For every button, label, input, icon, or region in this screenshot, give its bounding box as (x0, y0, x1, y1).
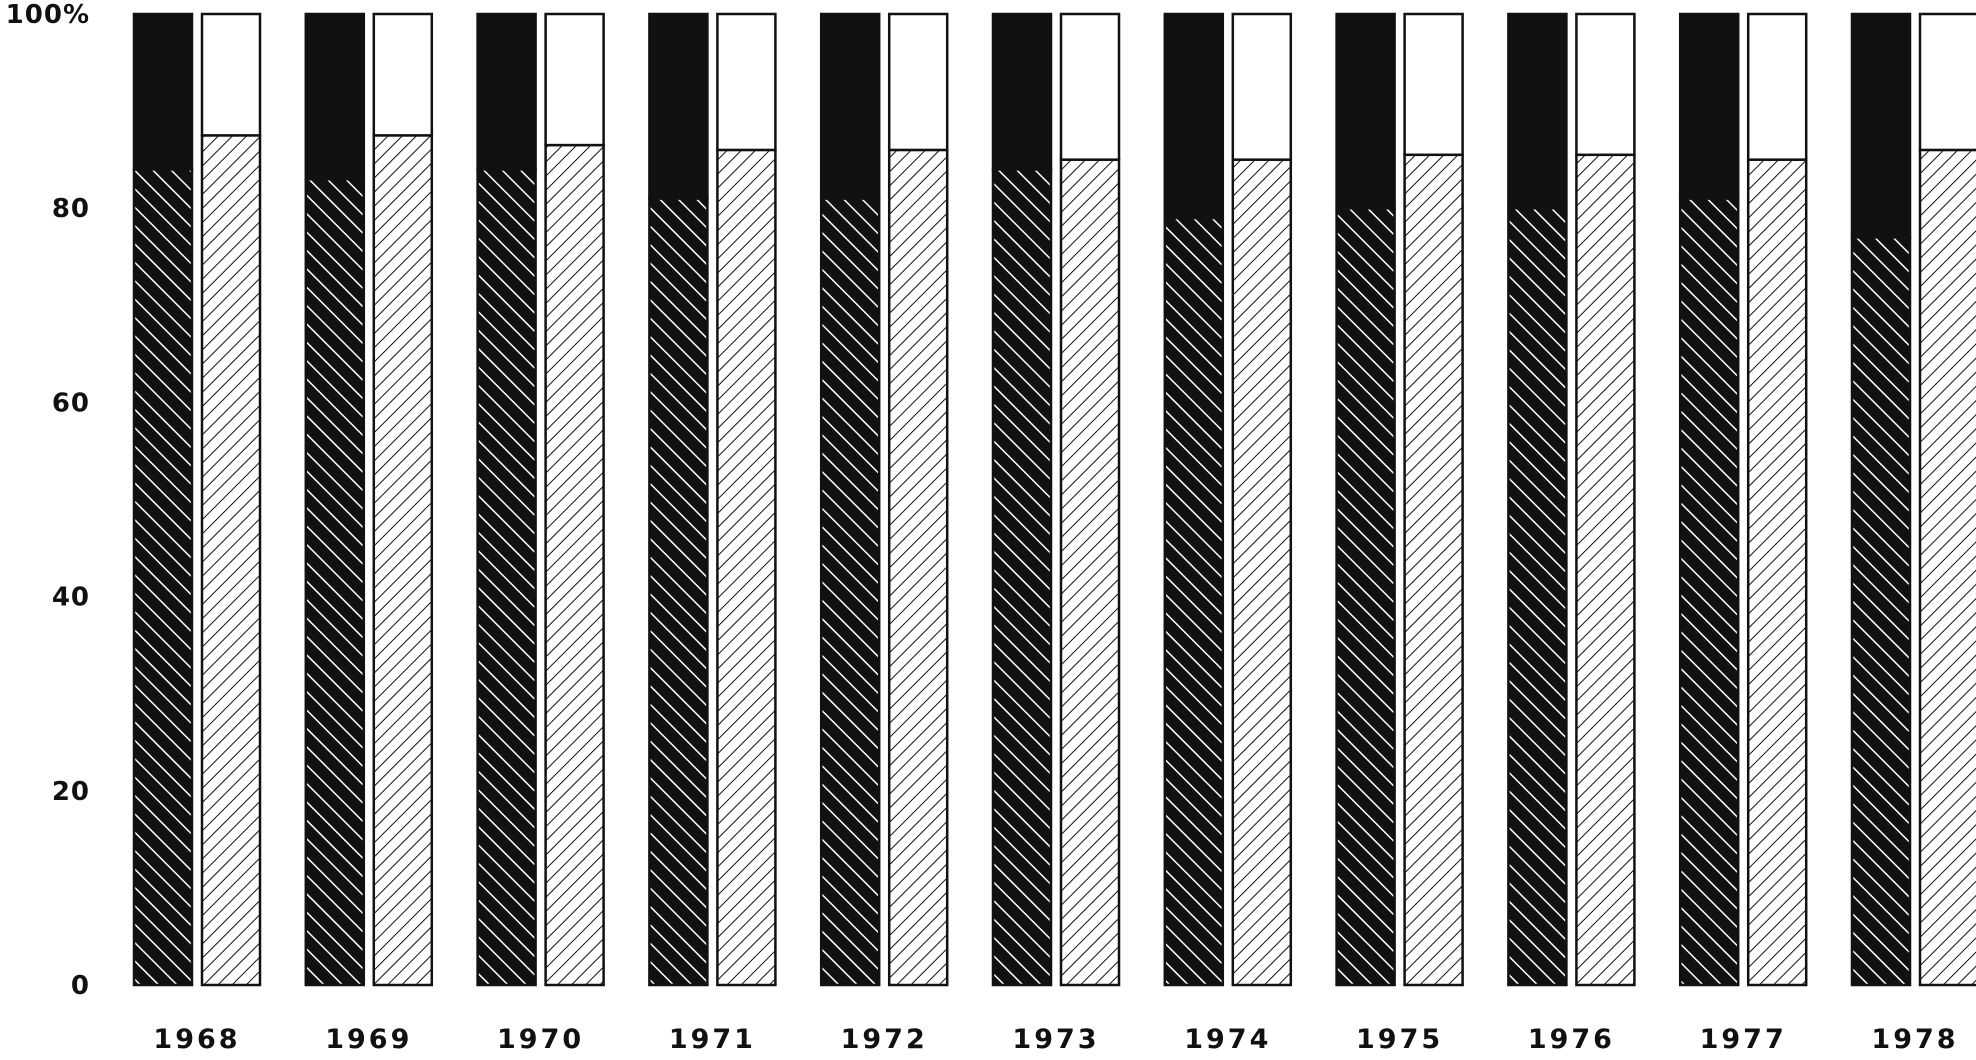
bar-segment-1970-bar2-seg1 (544, 143, 605, 987)
bar-segment-1978-bar1-seg2 (1850, 12, 1912, 239)
x-tick-label: 1972 (841, 1024, 928, 1055)
bar-segment-1968-bar1-seg1 (132, 168, 194, 987)
bar-segment-1973-bar2-seg1 (1059, 158, 1121, 987)
x-tick-label: 1976 (1528, 1024, 1615, 1055)
bar-segment-1972-bar2-seg1 (887, 148, 949, 987)
bar-segment-1971-bar2-seg1 (716, 148, 777, 987)
x-tick-label: 1975 (1356, 1024, 1443, 1055)
bar-segment-1977-bar1-seg2 (1678, 12, 1740, 200)
bar-segment-1977-bar2-seg1 (1746, 158, 1808, 987)
bar-segment-1974-bar1-seg2 (1163, 12, 1225, 220)
bar-segment-1978-bar1-seg1 (1850, 236, 1912, 987)
bar-segment-1969-bar2-seg1 (372, 134, 434, 987)
bar-segment-1971-bar1-seg1 (648, 197, 709, 987)
x-tick-label: 1974 (1184, 1024, 1271, 1055)
bar-segment-1968-bar1-seg2 (132, 12, 194, 171)
bar-segment-1976-bar1-seg2 (1507, 12, 1568, 210)
y-tick-label: 100% (6, 0, 90, 30)
bar-segment-1976-bar1-seg1 (1507, 206, 1568, 987)
y-tick-label: 60 (52, 388, 90, 418)
bar-segment-1976-bar2-seg2 (1575, 12, 1636, 157)
x-tick-label: 1971 (669, 1024, 756, 1055)
x-tick-label: 1968 (153, 1024, 240, 1055)
y-tick-label: 0 (71, 971, 90, 1001)
bar-segment-1975-bar1-seg1 (1335, 206, 1396, 987)
bar-segment-1975-bar2-seg2 (1403, 12, 1464, 157)
bar-segment-1974-bar1-seg1 (1163, 216, 1225, 987)
bar-segment-1971-bar1-seg2 (648, 12, 709, 200)
bar-segment-1975-bar1-seg2 (1335, 12, 1396, 210)
bar-segment-1975-bar2-seg1 (1403, 153, 1464, 987)
bar-segment-1968-bar2-seg2 (200, 12, 262, 137)
x-tick-label: 1973 (1012, 1024, 1099, 1055)
bar-segment-1973-bar2-seg2 (1059, 12, 1121, 161)
y-axis: 0 20 40 60 80 100% (6, 0, 90, 1001)
bar-segment-1978-bar2-seg1 (1918, 148, 1976, 987)
bars (132, 12, 1976, 987)
x-axis: 1968 1969 1970 1971 1972 1973 1974 1975 1976 1977… (153, 1024, 1958, 1055)
x-tick-label: 1970 (497, 1024, 584, 1055)
bar-segment-1969-bar2-seg2 (372, 12, 434, 137)
bar-segment-1973-bar1-seg1 (991, 168, 1053, 987)
bar-segment-1977-bar2-seg2 (1746, 12, 1808, 161)
bar-segment-1969-bar1-seg1 (304, 177, 366, 987)
x-tick-label: 1969 (325, 1024, 412, 1055)
bar-segment-1970-bar1-seg2 (476, 12, 537, 171)
bar-segment-1968-bar2-seg1 (200, 134, 262, 987)
x-tick-label: 1978 (1871, 1024, 1958, 1055)
y-tick-label: 40 (52, 583, 90, 613)
bar-segment-1972-bar1-seg2 (819, 12, 881, 200)
bar-segment-1974-bar2-seg1 (1231, 158, 1293, 987)
bar-segment-1971-bar2-seg2 (716, 12, 777, 152)
bar-segment-1976-bar2-seg1 (1575, 153, 1636, 987)
bar-segment-1974-bar2-seg2 (1231, 12, 1293, 161)
bar-segment-1972-bar2-seg2 (887, 12, 949, 152)
y-tick-label: 80 (52, 194, 90, 224)
x-tick-label: 1977 (1700, 1024, 1787, 1055)
bar-segment-1970-bar2-seg2 (544, 12, 605, 147)
y-tick-label: 20 (52, 777, 90, 807)
bar-segment-1978-bar2-seg2 (1918, 12, 1976, 152)
bar-segment-1969-bar1-seg2 (304, 12, 366, 181)
bar-segment-1977-bar1-seg1 (1678, 197, 1740, 987)
bar-segment-1973-bar1-seg2 (991, 12, 1053, 171)
bar-segment-1972-bar1-seg1 (819, 197, 881, 987)
bar-segment-1970-bar1-seg1 (476, 168, 537, 987)
